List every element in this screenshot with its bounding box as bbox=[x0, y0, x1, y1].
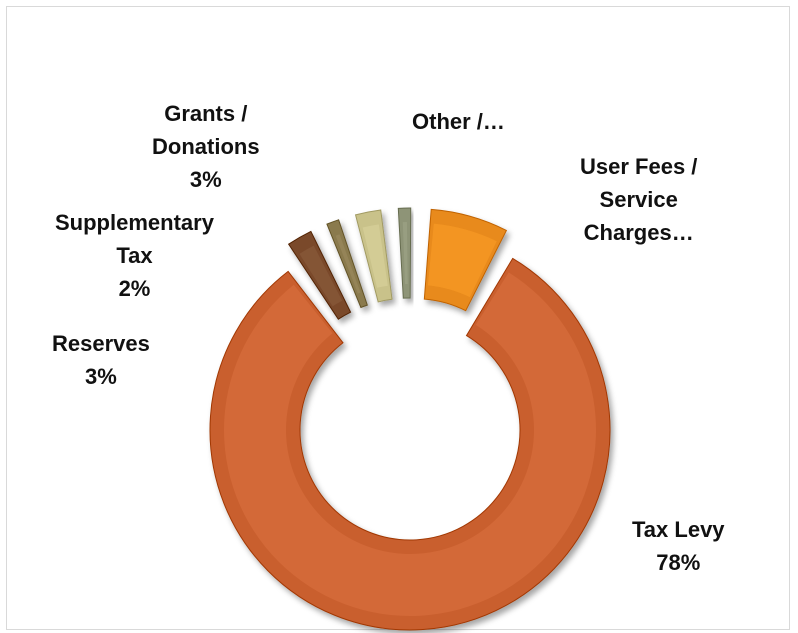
slice-supplementary-tax bbox=[326, 219, 368, 309]
slice-user-fees-service-charges bbox=[423, 208, 508, 312]
slice-bevel-face bbox=[224, 272, 597, 616]
slice-tax-levy bbox=[209, 257, 611, 631]
slice-label-value: 78% bbox=[656, 550, 701, 575]
slice-label-value: 3% bbox=[85, 364, 117, 389]
slice-label-name: Other /… bbox=[412, 109, 505, 134]
slice-bevel-face bbox=[362, 224, 388, 288]
slice-bevel-face bbox=[335, 234, 361, 294]
slice-label-tax-levy: Tax Levy 78% bbox=[632, 513, 725, 579]
slice-label-other: Other /… bbox=[412, 105, 505, 138]
slice-label-value: 3% bbox=[189, 167, 222, 192]
chart-frame bbox=[6, 6, 790, 630]
slice-label-name: Tax Levy bbox=[632, 517, 725, 542]
slice-label-name-2: Tax bbox=[116, 243, 153, 268]
slice-label-grants-donations: Grants / Donations 3% bbox=[152, 97, 260, 196]
slice-label-user-fees: User Fees / Service Charges… bbox=[580, 150, 697, 249]
slice-label-name: Grants / bbox=[164, 101, 248, 126]
slice-label-name: User Fees / bbox=[580, 154, 698, 179]
slice-bevel-face bbox=[402, 222, 408, 285]
slice-label-value: 2% bbox=[118, 276, 151, 301]
slice-label-name-3: Charges… bbox=[583, 220, 694, 245]
slice-other bbox=[397, 207, 412, 299]
slice-grants-donations bbox=[354, 209, 393, 303]
slice-label-name: Supplementary bbox=[55, 210, 214, 235]
slice-bevel-face bbox=[299, 245, 343, 307]
slice-label-name-2: Donations bbox=[152, 134, 260, 159]
slice-label-name-2: Service bbox=[599, 187, 678, 212]
slice-reserves bbox=[287, 230, 352, 320]
slice-label-supplementary-tax: Supplementary Tax 2% bbox=[55, 206, 214, 305]
slice-bevel-face bbox=[427, 223, 497, 298]
slice-label-name: Reserves bbox=[52, 331, 150, 356]
slice-label-reserves: Reserves 3% bbox=[52, 327, 150, 393]
